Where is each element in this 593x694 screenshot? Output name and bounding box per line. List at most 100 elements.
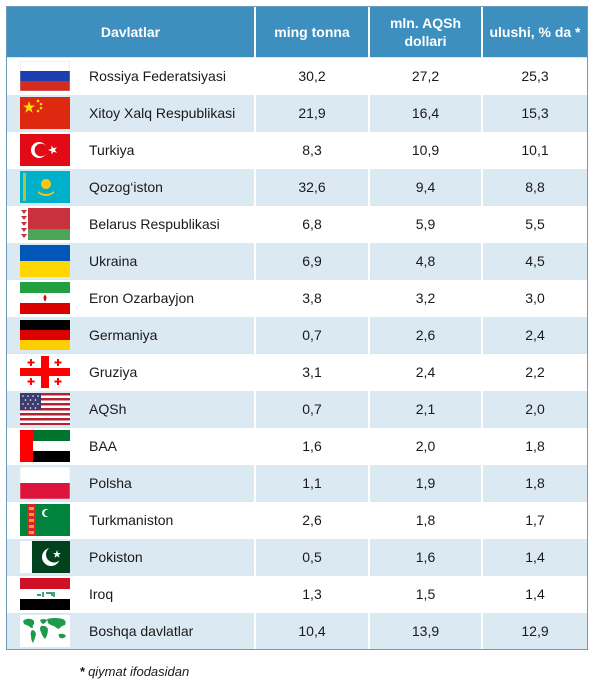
uae-flag-icon [19, 429, 71, 463]
country-name: Turkmaniston [89, 512, 174, 528]
tonnes-cell: 3,8 [254, 279, 369, 317]
share-cell: 8,8 [481, 168, 587, 206]
country-cell: Turkmaniston [7, 501, 255, 539]
usd-cell: 2,4 [368, 353, 482, 391]
china-flag-icon [19, 96, 71, 130]
country-name: Turkiya [89, 142, 135, 158]
table-row: Belarus Respublikasi 6,8 5,9 5,5 [7, 205, 587, 243]
share-cell: 25,3 [481, 57, 587, 95]
turkmenistan-flag-icon [19, 503, 71, 537]
tonnes-cell: 1,3 [254, 575, 369, 613]
country-name: Polsha [89, 475, 132, 491]
footnote-star: * [80, 664, 86, 679]
country-cell: Turkiya [7, 131, 255, 169]
table-row: Ukraina 6,9 4,8 4,5 [7, 242, 587, 280]
tonnes-cell: 6,8 [254, 205, 369, 243]
share-cell: 15,3 [481, 94, 587, 132]
usd-cell: 10,9 [368, 131, 482, 169]
share-cell: 4,5 [481, 242, 587, 280]
country-name: Xitoy Xalq Respublikasi [89, 105, 236, 121]
country-cell-content: Pokiston [7, 539, 254, 575]
country-cell: Rossiya Federatsiyasi [7, 57, 255, 95]
turkey-flag-icon [19, 133, 71, 167]
country-name: AQSh [89, 401, 127, 417]
table-row: Iroq 1,3 1,5 1,4 [7, 575, 587, 613]
country-name: Belarus Respublikasi [89, 216, 220, 232]
table-row: BAA 1,6 2,0 1,8 [7, 427, 587, 465]
usd-cell: 1,8 [368, 501, 482, 539]
share-cell: 2,2 [481, 353, 587, 391]
table-row: Germaniya 0,7 2,6 2,4 [7, 316, 587, 354]
table-row: Pokiston 0,5 1,6 1,4 [7, 538, 587, 576]
country-name: Eron Ozarbayjon [89, 290, 195, 306]
country-cell: BAA [7, 427, 255, 465]
country-name: BAA [89, 438, 118, 454]
table-body: Rossiya Federatsiyasi 30,2 27,2 25,3 Xitoy X… [7, 57, 587, 649]
country-cell: Pokiston [7, 538, 255, 576]
usd-cell: 27,2 [368, 57, 482, 95]
table-row: Eron Ozarbayjon 3,8 3,2 3,0 [7, 279, 587, 317]
table-header-row: Davlatlar ming tonna mln. AQSh dollari u… [7, 7, 587, 58]
country-name: Pokiston [89, 549, 143, 565]
kazakhstan-flag-icon [19, 170, 71, 204]
country-cell: Ukraina [7, 242, 255, 280]
usd-cell: 1,5 [368, 575, 482, 613]
country-cell-content: Gruziya [7, 354, 254, 390]
tonnes-cell: 30,2 [254, 57, 369, 95]
country-cell-content: AQSh [7, 391, 254, 427]
table-row: Xitoy Xalq Respublikasi 21,9 16,4 15,3 [7, 94, 587, 132]
belarus-flag-icon [19, 207, 71, 241]
usd-cell: 1,9 [368, 464, 482, 502]
country-cell: Boshqa davlatlar [7, 612, 255, 649]
tonnes-cell: 6,9 [254, 242, 369, 280]
share-cell: 10,1 [481, 131, 587, 169]
share-cell: 3,0 [481, 279, 587, 317]
iran-flag-icon [19, 281, 71, 315]
tonnes-cell: 3,1 [254, 353, 369, 391]
ukraine-flag-icon [19, 244, 71, 278]
country-cell: Belarus Respublikasi [7, 205, 255, 243]
table-row: Turkmaniston 2,6 1,8 1,7 [7, 501, 587, 539]
tonnes-cell: 1,6 [254, 427, 369, 465]
tonnes-cell: 32,6 [254, 168, 369, 206]
share-cell: 1,7 [481, 501, 587, 539]
share-cell: 5,5 [481, 205, 587, 243]
country-name: Iroq [89, 586, 114, 602]
usd-cell: 2,1 [368, 390, 482, 428]
country-cell: Germaniya [7, 316, 255, 354]
country-cell-content: Turkiya [7, 132, 254, 168]
share-cell: 1,8 [481, 464, 587, 502]
country-name: Gruziya [89, 364, 138, 380]
georgia-flag-icon [19, 355, 71, 389]
usd-cell: 13,9 [368, 612, 482, 649]
tonnes-cell: 21,9 [254, 94, 369, 132]
poland-flag-icon [19, 466, 71, 500]
tonnes-cell: 8,3 [254, 131, 369, 169]
country-name: Rossiya Federatsiyasi [89, 68, 226, 84]
country-cell: Polsha [7, 464, 255, 502]
country-cell-content: Belarus Respublikasi [7, 206, 254, 242]
country-cell-content: Ukraina [7, 243, 254, 279]
usd-cell: 1,6 [368, 538, 482, 576]
country-cell-content: Germaniya [7, 317, 254, 353]
country-name: Qozog‘iston [89, 179, 163, 195]
tonnes-cell: 10,4 [254, 612, 369, 649]
country-cell-content: Xitoy Xalq Respublikasi [7, 95, 254, 131]
footnote: * qiymat ifodasidan [80, 664, 189, 679]
share-cell: 2,4 [481, 316, 587, 354]
pakistan-flag-icon [19, 540, 71, 574]
header-thousand-tonnes: ming tonna [254, 7, 369, 58]
footnote-text: qiymat ifodasidan [88, 664, 190, 679]
usa-flag-icon [19, 392, 71, 426]
world-map-icon [19, 614, 71, 648]
country-cell-content: BAA [7, 428, 254, 464]
country-cell-content: Eron Ozarbayjon [7, 280, 254, 316]
tonnes-cell: 1,1 [254, 464, 369, 502]
russia-flag-icon [19, 59, 71, 93]
tonnes-cell: 0,7 [254, 390, 369, 428]
country-cell-content: Polsha [7, 465, 254, 501]
table-row: Rossiya Federatsiyasi 30,2 27,2 25,3 [7, 57, 587, 95]
countries-trade-table: Davlatlar ming tonna mln. AQSh dollari u… [7, 7, 587, 649]
table-row: Qozog‘iston 32,6 9,4 8,8 [7, 168, 587, 206]
table-row: Boshqa davlatlar 10,4 13,9 12,9 [7, 612, 587, 649]
